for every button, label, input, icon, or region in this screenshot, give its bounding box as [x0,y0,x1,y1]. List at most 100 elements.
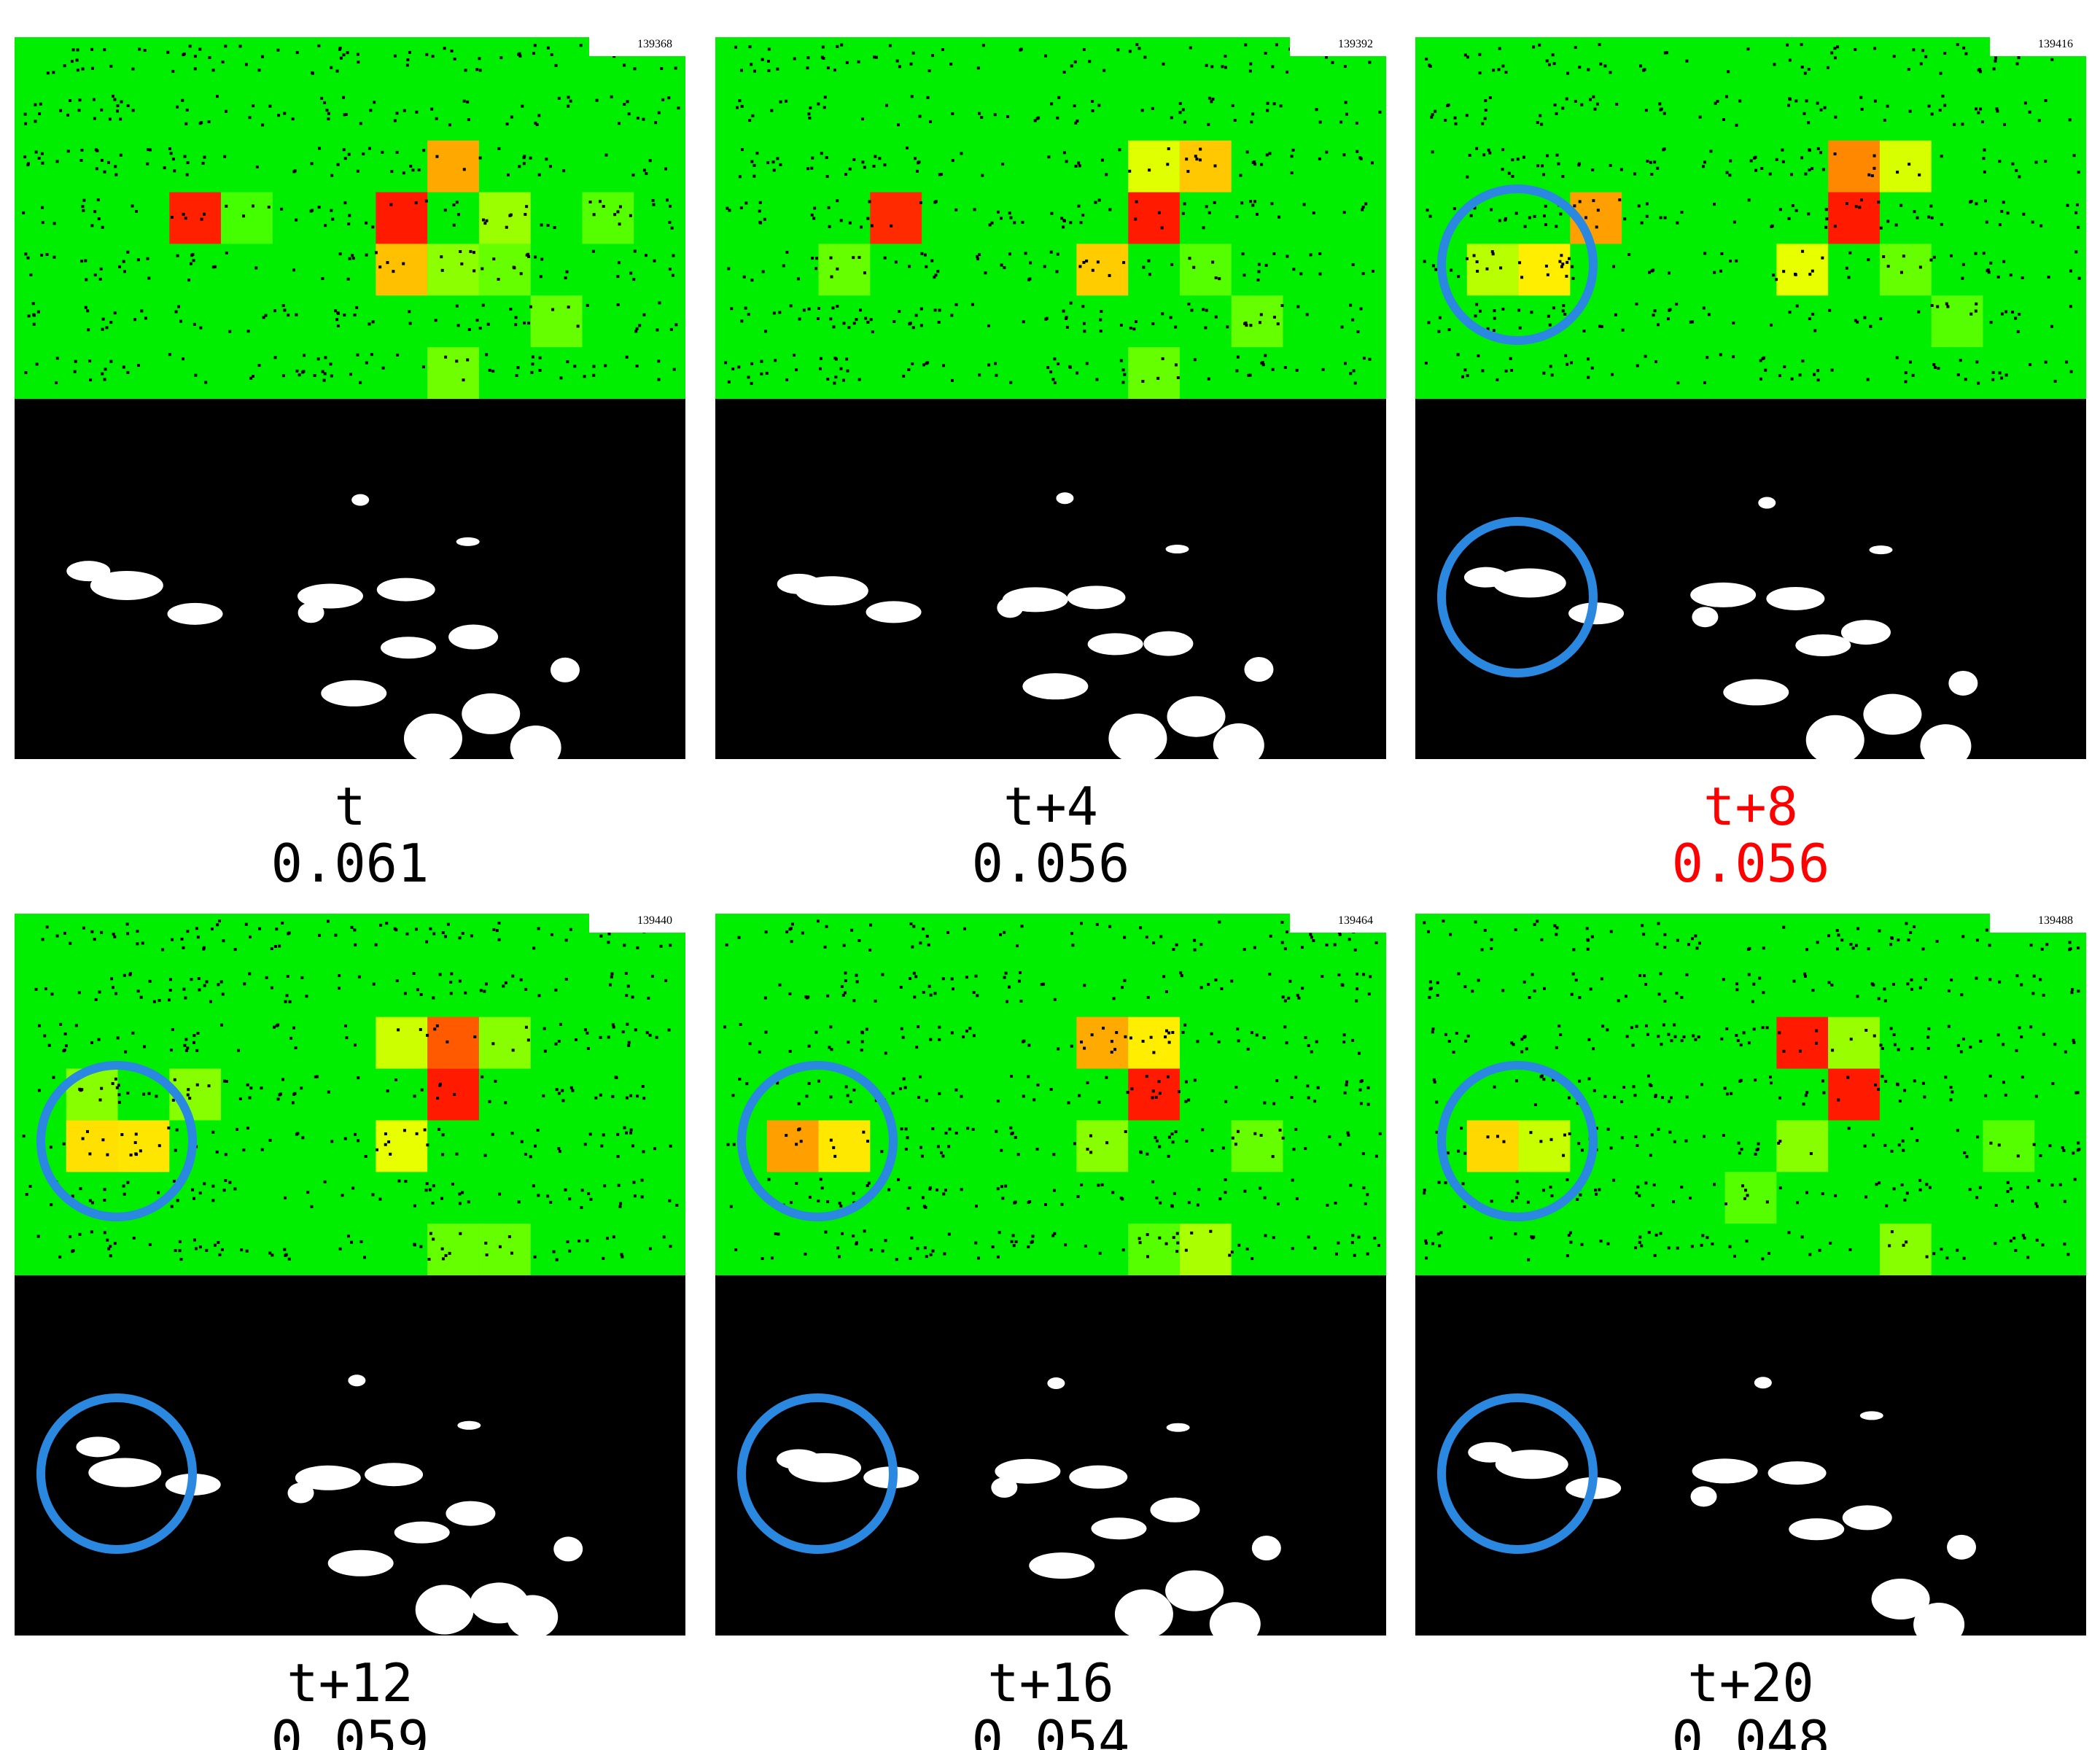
text-speck [89,378,93,382]
text-speck [576,324,580,328]
text-speck [1805,948,1809,952]
text-speck [1486,327,1490,330]
text-speck [321,277,324,281]
text-speck [1060,1202,1064,1206]
text-speck [41,938,44,941]
text-speck [1490,938,1493,941]
text-speck [607,1035,610,1039]
text-speck [1514,1196,1518,1199]
text-speck [2065,360,2069,364]
text-speck [657,378,661,381]
blob [1789,1518,1845,1541]
text-speck [40,253,44,257]
text-speck [774,1232,777,1236]
text-speck [1937,367,1940,370]
text-speck [84,259,88,262]
text-speck [1474,314,1477,318]
text-speck [1778,374,1781,378]
text-speck [1759,377,1762,381]
text-speck [1651,1204,1654,1208]
text-speck [939,1151,943,1154]
text-speck [586,1046,590,1050]
text-speck [378,265,382,269]
text-speck [909,322,912,325]
text-speck [395,150,399,154]
text-speck [611,1023,615,1027]
text-speck [1027,1043,1031,1047]
text-speck [1244,321,1248,324]
text-speck [1544,223,1547,227]
text-speck [1735,259,1738,262]
text-speck [922,990,925,994]
text-speck [1349,372,1353,376]
text-speck [1434,109,1437,113]
text-speck [2034,1202,2038,1205]
text-speck [1119,323,1123,327]
text-speck [37,1089,41,1092]
text-speck [273,309,277,313]
text-speck [1428,980,1432,984]
text-speck [1207,377,1210,381]
text-speck [925,1255,928,1259]
caption-score: 0.056 [1672,833,1830,894]
text-speck [1877,997,1881,1000]
text-speck [171,938,174,941]
text-speck [1437,330,1441,333]
text-speck [1997,1143,2001,1147]
text-speck [1253,163,1257,166]
text-speck [1924,55,1928,58]
text-speck [891,1092,895,1095]
text-speck [1164,990,1168,994]
text-speck [1266,109,1269,112]
text-speck [1096,260,1100,264]
text-speck [1949,1086,1953,1089]
text-speck [1587,376,1590,379]
text-speck [504,981,508,984]
text-speck [2050,324,2053,328]
text-speck [415,110,419,114]
text-speck [1995,107,1999,111]
text-speck [413,1094,416,1098]
text-speck [1859,96,1863,99]
text-speck [1706,356,1709,359]
text-speck [2047,276,2050,279]
text-speck [1847,1127,1851,1130]
text-speck [1745,1240,1749,1243]
mask [15,1275,685,1636]
text-speck [321,370,324,373]
text-speck [931,1127,935,1131]
text-speck [908,1186,911,1190]
text-speck [90,1201,94,1205]
heat-tile [530,295,583,348]
text-speck [186,161,190,165]
text-speck [134,1132,138,1136]
text-speck [1475,147,1479,150]
text-speck [1905,922,1908,925]
text-speck [171,216,174,219]
text-speck [1996,1033,2000,1037]
text-speck [1196,1040,1199,1043]
text-speck [557,1039,561,1043]
text-speck [627,1041,631,1044]
text-speck [870,224,874,228]
text-speck [1549,365,1552,368]
text-speck [564,938,568,942]
text-speck [81,67,85,71]
text-speck [343,157,347,160]
text-speck [795,368,798,372]
text-speck [29,273,33,276]
text-speck [224,44,228,48]
text-speck [1283,947,1287,951]
text-speck [1592,95,1595,98]
text-speck [674,323,678,327]
text-speck [925,1099,928,1102]
text-speck [425,940,429,944]
text-speck [1151,106,1154,110]
text-speck [417,168,421,172]
text-speck [599,934,603,938]
text-speck [324,356,327,359]
text-speck [384,1143,387,1146]
text-speck [1003,266,1006,270]
text-speck [904,1127,908,1131]
text-speck [868,948,872,952]
